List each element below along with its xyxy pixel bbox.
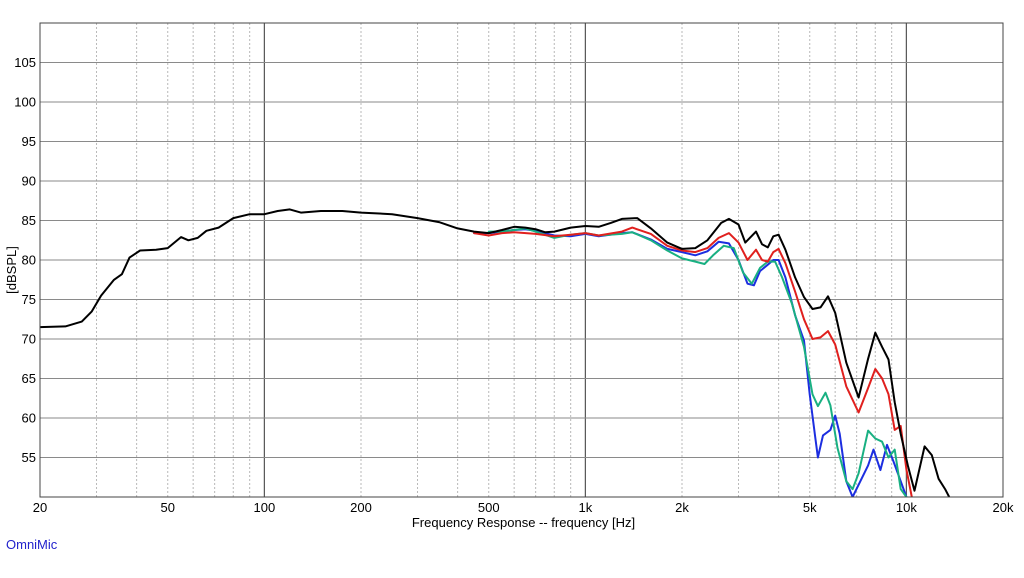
- y-tick-labels: 55 60 65 70 75 80 85 90 95 100 105: [14, 55, 36, 465]
- x-tick-label: 100: [254, 500, 276, 515]
- x-tick-label: 5k: [803, 500, 817, 515]
- x-axis-label: Frequency Response -- frequency [Hz]: [412, 515, 635, 530]
- x-tick-label: 20k: [993, 500, 1014, 515]
- y-tick-label: 80: [22, 253, 36, 268]
- y-tick-label: 65: [22, 371, 36, 386]
- y-tick-label: 70: [22, 332, 36, 347]
- x-tick-label: 200: [350, 500, 372, 515]
- series-line-2: [473, 226, 913, 497]
- y-tick-label: 75: [22, 292, 36, 307]
- x-tick-label: 500: [478, 500, 500, 515]
- x-tick-label: 1k: [579, 500, 593, 515]
- omnimic-brand-label: OmniMic: [6, 537, 58, 552]
- series-line-4: [473, 228, 908, 497]
- x-tick-label: 20: [33, 500, 47, 515]
- x-tick-label: 2k: [675, 500, 689, 515]
- x-tick-label: 10k: [896, 500, 917, 515]
- y-axis-label: [dBSPL]: [4, 246, 19, 294]
- x-tick-label: 50: [161, 500, 175, 515]
- series-line-1: [40, 208, 951, 497]
- plot-frame: [39, 22, 1004, 498]
- y-tick-label: 90: [22, 174, 36, 189]
- y-tick-label: 60: [22, 411, 36, 426]
- y-tick-label: 85: [22, 213, 36, 228]
- y-tick-label: 105: [14, 55, 36, 70]
- x-tick-labels: 20 50 100 200 500 1k 2k 5k 10k 20k: [33, 500, 1014, 515]
- series-lines: [40, 208, 951, 497]
- y-tick-label: 95: [22, 134, 36, 149]
- y-tick-label: 55: [22, 450, 36, 465]
- grid-lines: [40, 23, 1003, 497]
- y-tick-label: 100: [14, 95, 36, 110]
